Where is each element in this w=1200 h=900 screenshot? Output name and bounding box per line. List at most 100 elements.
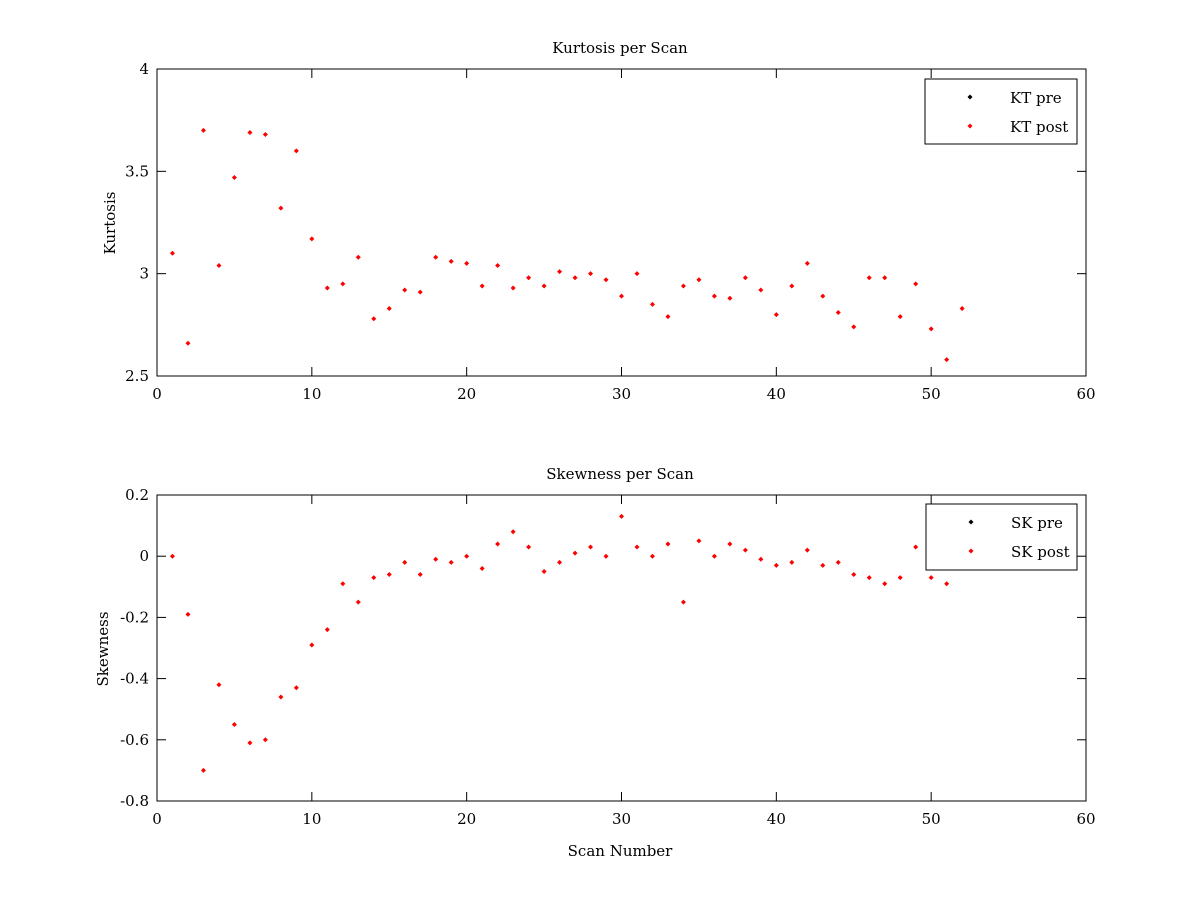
skewness-data-point	[866, 575, 872, 581]
kurtosis-x-tick-label: 20	[457, 385, 476, 403]
skewness-x-tick-label: 30	[612, 810, 631, 828]
kurtosis-y-tick-label: 4	[139, 60, 149, 78]
skewness-legend-box	[925, 503, 1078, 571]
skewness-data-point	[557, 559, 563, 565]
skewness-data-point	[510, 529, 516, 535]
skewness-data-point	[820, 562, 826, 568]
kurtosis-data-point	[634, 271, 640, 277]
skewness-points	[169, 513, 950, 773]
skewness-data-point	[851, 572, 857, 578]
skewness-data-point	[464, 553, 470, 559]
kurtosis-plot: Kurtosis per Scan Kurtosis 0 10 20 30 40 50 60…	[101, 39, 1096, 403]
skewness-data-point	[262, 737, 268, 743]
skewness-legend-label: SK post	[1011, 543, 1070, 561]
kurtosis-data-point	[603, 277, 609, 283]
skewness-data-point	[742, 547, 748, 553]
skewness-data-point	[169, 553, 175, 559]
kurtosis-data-point	[557, 269, 563, 275]
skewness-legend-marker	[968, 519, 974, 525]
kurtosis-legend-marker	[967, 123, 973, 129]
skewness-x-tick-label: 50	[922, 810, 941, 828]
kurtosis-data-point	[835, 310, 841, 316]
skewness-data-point	[448, 559, 454, 565]
kurtosis-data-point	[928, 326, 934, 332]
kurtosis-legend-box	[924, 78, 1078, 145]
skewness-data-point	[433, 556, 439, 562]
skewness-data-point	[200, 767, 206, 773]
kurtosis-data-point	[789, 283, 795, 289]
kurtosis-data-point	[231, 174, 237, 180]
kurtosis-data-point	[216, 262, 222, 268]
kurtosis-data-point	[866, 275, 872, 281]
kurtosis-x-tick-label: 30	[612, 385, 631, 403]
kurtosis-data-point	[247, 129, 253, 135]
skewness-legend-marker	[968, 548, 974, 554]
kurtosis-data-point	[510, 285, 516, 291]
kurtosis-x-tick-label: 60	[1076, 385, 1095, 403]
skewness-data-point	[293, 685, 299, 691]
skewness-x-tick-label: 10	[302, 810, 321, 828]
kurtosis-data-point	[851, 324, 857, 330]
kurtosis-data-point	[371, 316, 377, 322]
kurtosis-y-axis-label: Kurtosis	[101, 192, 119, 255]
kurtosis-data-point	[820, 293, 826, 299]
skewness-data-point	[247, 740, 253, 746]
skewness-y-tick-label: -0.2	[120, 608, 149, 626]
skewness-y-tick-label: 0	[139, 547, 149, 565]
kurtosis-data-point	[526, 275, 532, 281]
kurtosis-data-point	[185, 340, 191, 346]
skewness-x-tick-label: 20	[457, 810, 476, 828]
kurtosis-data-point	[433, 254, 439, 260]
skewness-legend: SK pre SK post	[925, 503, 1078, 571]
kurtosis-data-point	[293, 148, 299, 154]
skewness-data-point	[309, 642, 315, 648]
skewness-data-point	[340, 581, 346, 587]
kurtosis-data-point	[309, 236, 315, 242]
skewness-data-point	[835, 559, 841, 565]
skewness-data-point	[572, 550, 578, 556]
kurtosis-data-point	[665, 314, 671, 320]
kurtosis-data-point	[541, 283, 547, 289]
kurtosis-legend-marker	[967, 94, 973, 100]
kurtosis-data-point	[324, 285, 330, 291]
skewness-data-point	[371, 575, 377, 581]
skewness-data-point	[417, 572, 423, 578]
kurtosis-x-tick-label: 40	[767, 385, 786, 403]
skewness-data-point	[185, 611, 191, 617]
kurtosis-data-point	[588, 271, 594, 277]
skewness-plot: Skewness per Scan Skewness Scan Number 0…	[94, 465, 1096, 860]
skewness-data-point	[588, 544, 594, 550]
skewness-data-point	[619, 513, 624, 519]
skewness-x-tick-label: 0	[152, 810, 162, 828]
skewness-data-point	[773, 562, 779, 568]
skewness-y-tick-label: -0.8	[120, 792, 149, 810]
kurtosis-data-point	[913, 281, 919, 287]
kurtosis-x-tick-label: 0	[152, 385, 162, 403]
kurtosis-data-point	[479, 283, 485, 289]
kurtosis-data-point	[696, 277, 702, 283]
kurtosis-data-point	[278, 205, 284, 211]
skewness-data-point	[541, 569, 547, 574]
kurtosis-data-point	[649, 301, 655, 307]
skewness-data-point	[711, 553, 717, 559]
skewness-data-point	[216, 682, 222, 688]
skewness-data-point	[882, 581, 888, 587]
skewness-data-point	[944, 581, 950, 587]
skewness-y-axis-label: Skewness	[94, 611, 112, 686]
kurtosis-x-tick-label: 50	[922, 385, 941, 403]
skewness-y-tick-label: 0.2	[125, 486, 149, 504]
kurtosis-data-point	[386, 305, 392, 311]
skewness-x-tick-label: 40	[767, 810, 786, 828]
skewness-data-point	[680, 599, 686, 605]
skewness-data-point	[897, 575, 903, 581]
kurtosis-data-point	[619, 293, 624, 299]
kurtosis-y-tick-label: 2.5	[125, 367, 149, 385]
skewness-data-point	[324, 627, 330, 633]
kurtosis-legend: KT pre KT post	[924, 78, 1078, 145]
kurtosis-data-point	[959, 305, 965, 311]
kurtosis-points	[169, 127, 965, 363]
skewness-data-point	[649, 553, 655, 559]
skewness-data-point	[386, 572, 392, 578]
